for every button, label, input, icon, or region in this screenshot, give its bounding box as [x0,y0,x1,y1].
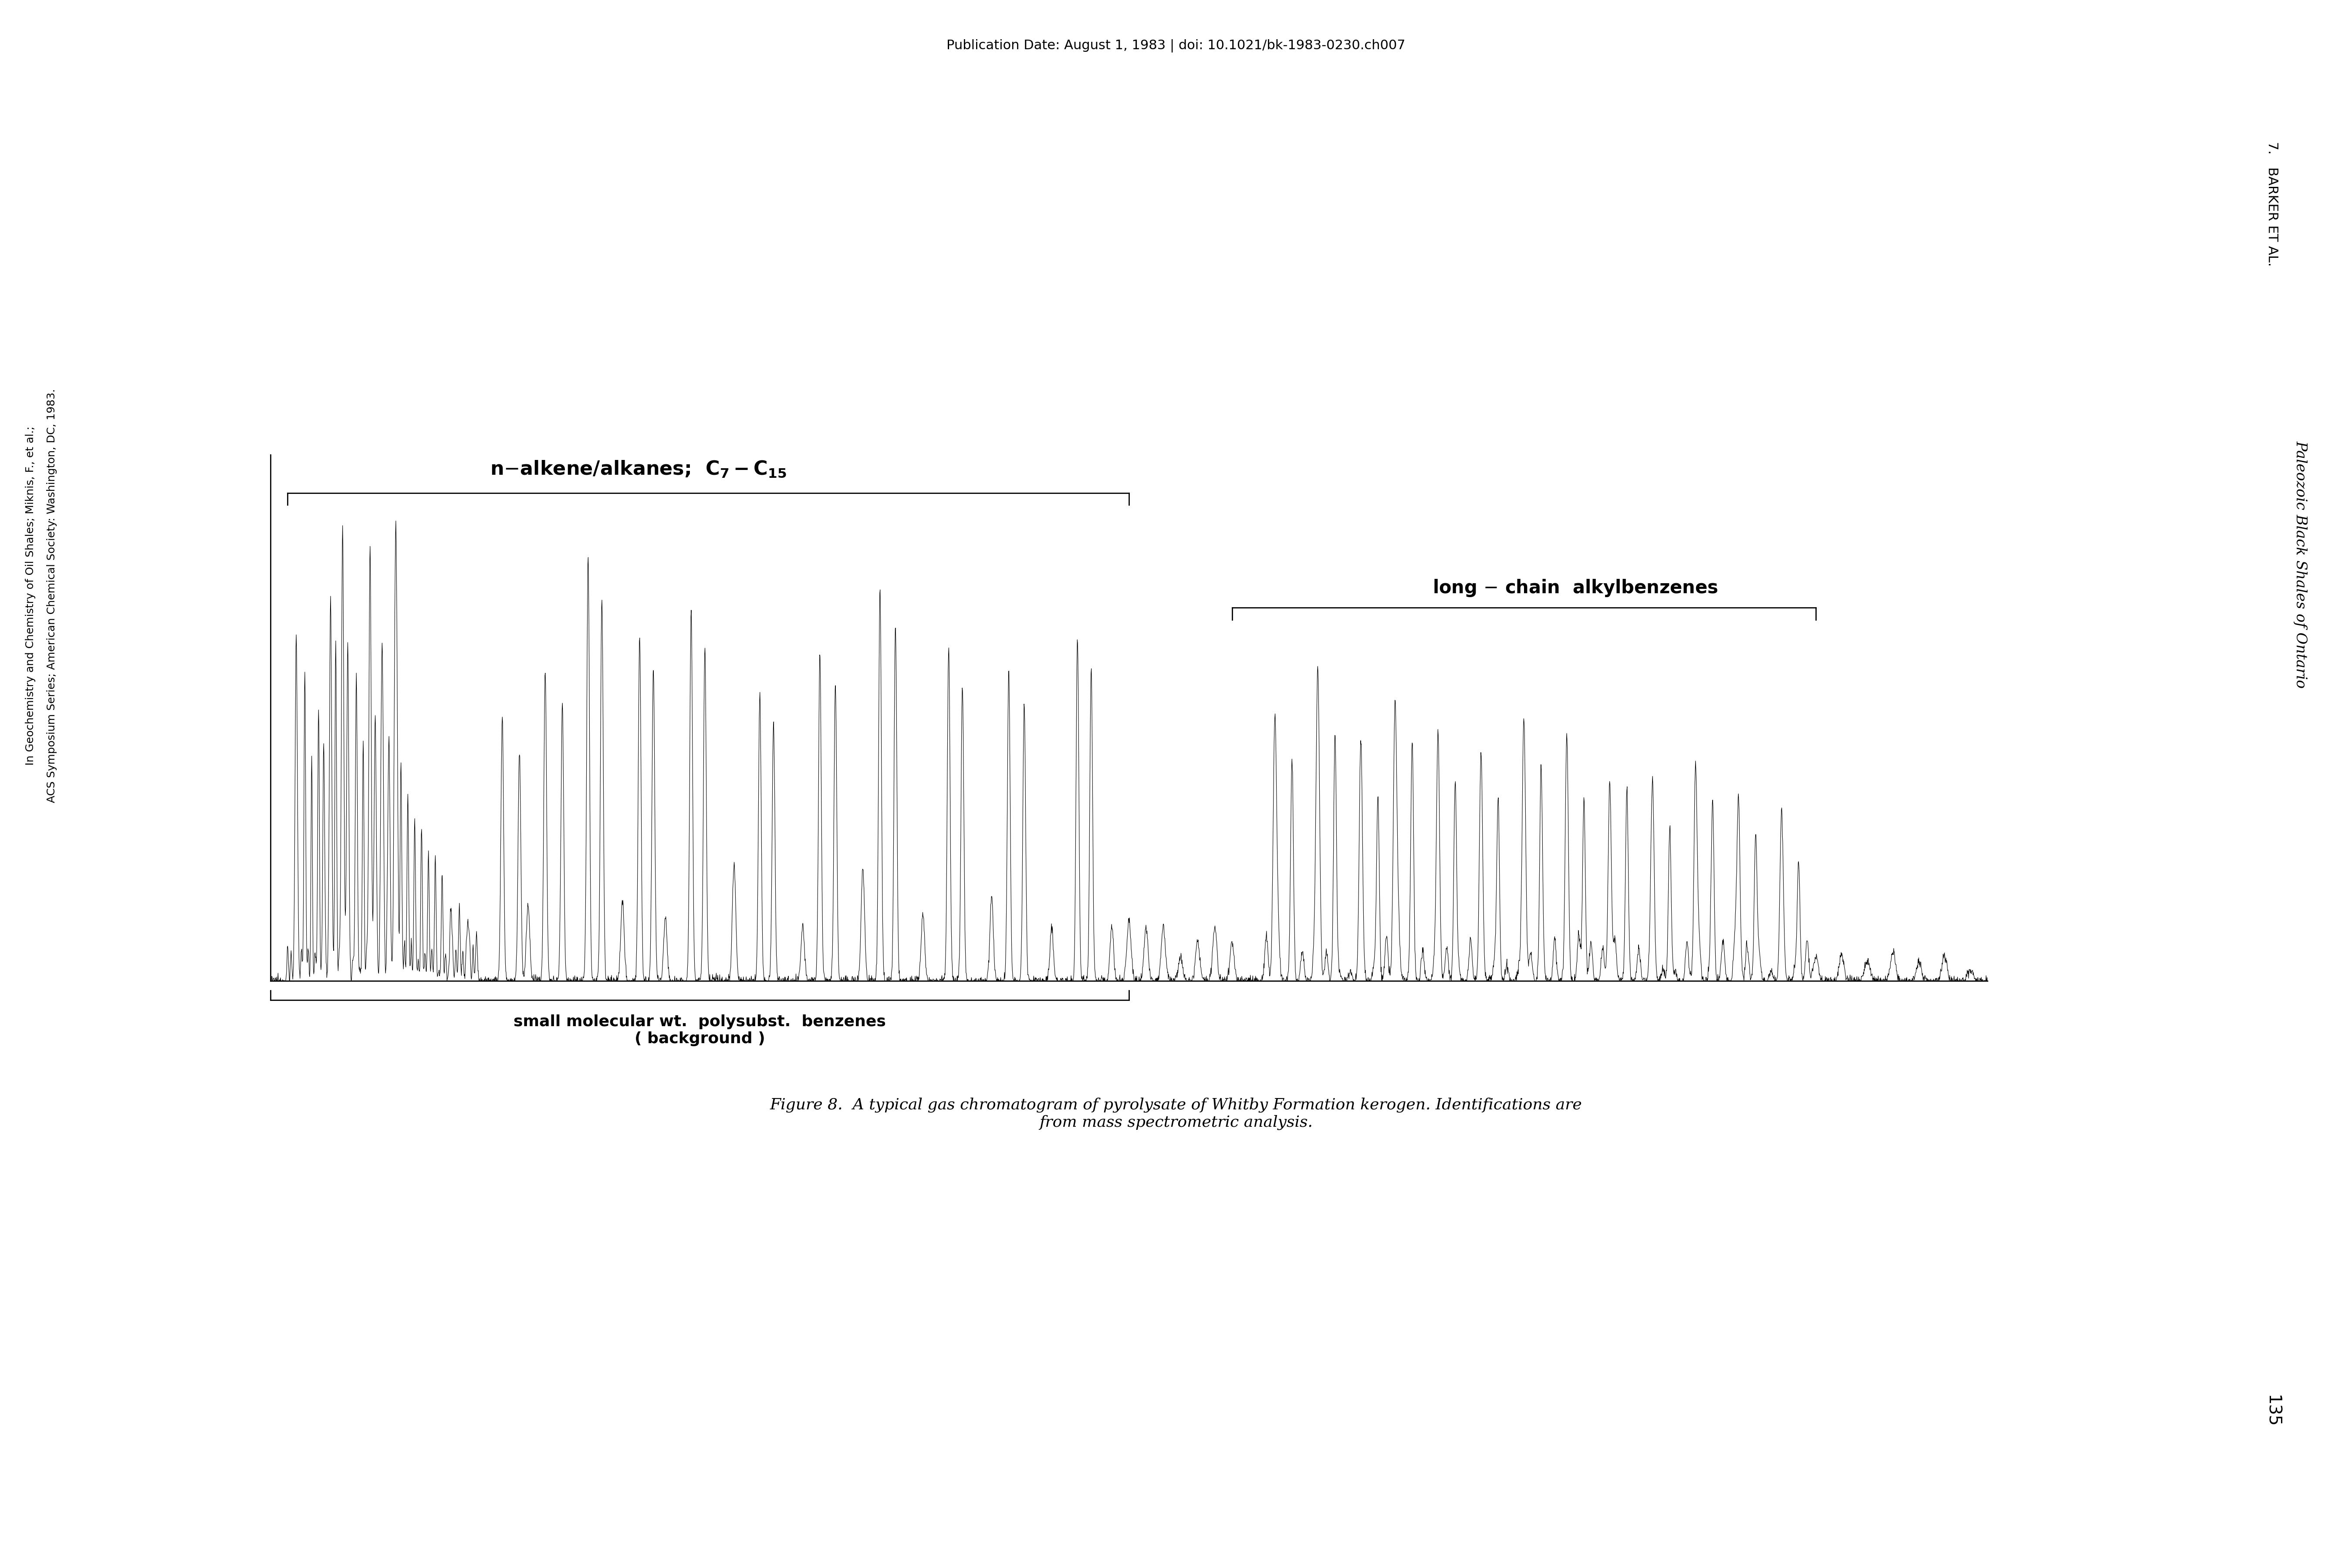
Text: long $-$ chain  alkylbenzenes: long $-$ chain alkylbenzenes [1432,579,1719,599]
Text: n$-$alkene/alkanes;  $\mathbf{C_7 - C_{15}}$: n$-$alkene/alkanes; $\mathbf{C_7 - C_{15… [489,459,786,478]
Text: 7.   BARKER ET AL.: 7. BARKER ET AL. [2265,141,2279,267]
Text: Figure 8.  A typical gas chromatogram of pyrolysate of Whitby Formation kerogen.: Figure 8. A typical gas chromatogram of … [769,1098,1583,1131]
Text: ACS Symposium Series; American Chemical Society: Washington, DC, 1983.: ACS Symposium Series; American Chemical … [47,389,56,803]
Text: small molecular wt.  polysubst.  benzenes
( background ): small molecular wt. polysubst. benzenes … [513,1014,887,1046]
Text: In Geochemistry and Chemistry of Oil Shales; Miknis, F., et al.;: In Geochemistry and Chemistry of Oil Sha… [26,426,35,765]
Text: Paleozoic Black Shales of Ontario: Paleozoic Black Shales of Ontario [2293,441,2307,688]
Text: 135: 135 [2263,1396,2281,1427]
Text: Publication Date: August 1, 1983 | doi: 10.1021/bk-1983-0230.ch007: Publication Date: August 1, 1983 | doi: … [946,39,1406,52]
